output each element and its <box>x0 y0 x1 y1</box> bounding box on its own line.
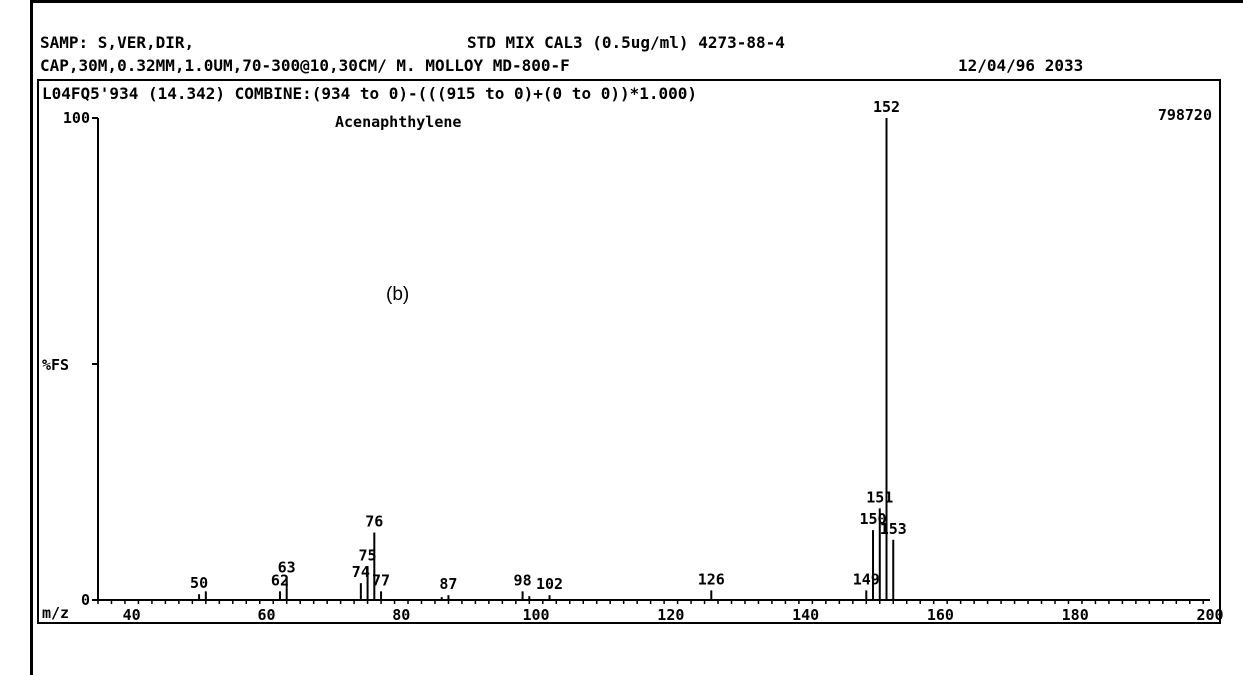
peak-label-75: 75 <box>359 546 377 564</box>
y-tick-label: 100 <box>63 109 90 127</box>
header-method: CAP,30M,0.32MM,1.0UM,70-300@10,30CM/ M. … <box>40 56 570 75</box>
y-axis-label: %FS <box>42 356 69 374</box>
x-tick-label: 140 <box>792 606 819 624</box>
x-tick-label: 120 <box>657 606 684 624</box>
panel-label: (b) <box>386 284 409 305</box>
peak-label-63: 63 <box>278 558 296 576</box>
peak-label-102: 102 <box>536 575 563 593</box>
header-std-mix: STD MIX CAL3 (0.5ug/ml) 4273-88-4 <box>467 33 785 52</box>
x-tick-label: 80 <box>392 606 410 624</box>
peak-label-62: 62 <box>271 571 289 589</box>
scan-info: L04FQ5'934 (14.342) COMBINE:(934 to 0)-(… <box>42 84 697 103</box>
x-tick-label: 40 <box>123 606 141 624</box>
axis-ticks: 40 60 80 100 120 140 160 180 200 0 100 <box>63 109 1224 624</box>
figure-frame <box>30 0 1243 675</box>
peak-label-74: 74 <box>352 563 370 581</box>
peak-label-152: 152 <box>873 98 900 116</box>
x-tick-label: 200 <box>1196 606 1223 624</box>
full-scale-intensity: 798720 <box>1158 106 1212 124</box>
plot-border <box>37 79 1221 624</box>
x-tick-label: 180 <box>1062 606 1089 624</box>
x-tick-label: 160 <box>927 606 954 624</box>
peak-label-98: 98 <box>514 571 532 589</box>
x-tick-label: 100 <box>523 606 550 624</box>
peak-label-50: 50 <box>190 574 208 592</box>
chart-title: Acenaphthylene <box>335 113 461 131</box>
x-tick-label: 60 <box>257 606 275 624</box>
peak-label-126: 126 <box>698 570 725 588</box>
x-axis-label: m/z <box>42 604 69 622</box>
peak-label-77: 77 <box>372 571 390 589</box>
peak-label-87: 87 <box>439 575 457 593</box>
y-tick-label: 0 <box>81 591 90 609</box>
header-sample: SAMP: S,VER,DIR, <box>40 33 194 52</box>
header-date: 12/04/96 2033 <box>958 56 1083 75</box>
peak-label-153: 153 <box>880 520 907 538</box>
peak-label-149: 149 <box>853 570 880 588</box>
peak-label-76: 76 <box>365 513 383 531</box>
peak-label-151: 151 <box>866 488 893 506</box>
